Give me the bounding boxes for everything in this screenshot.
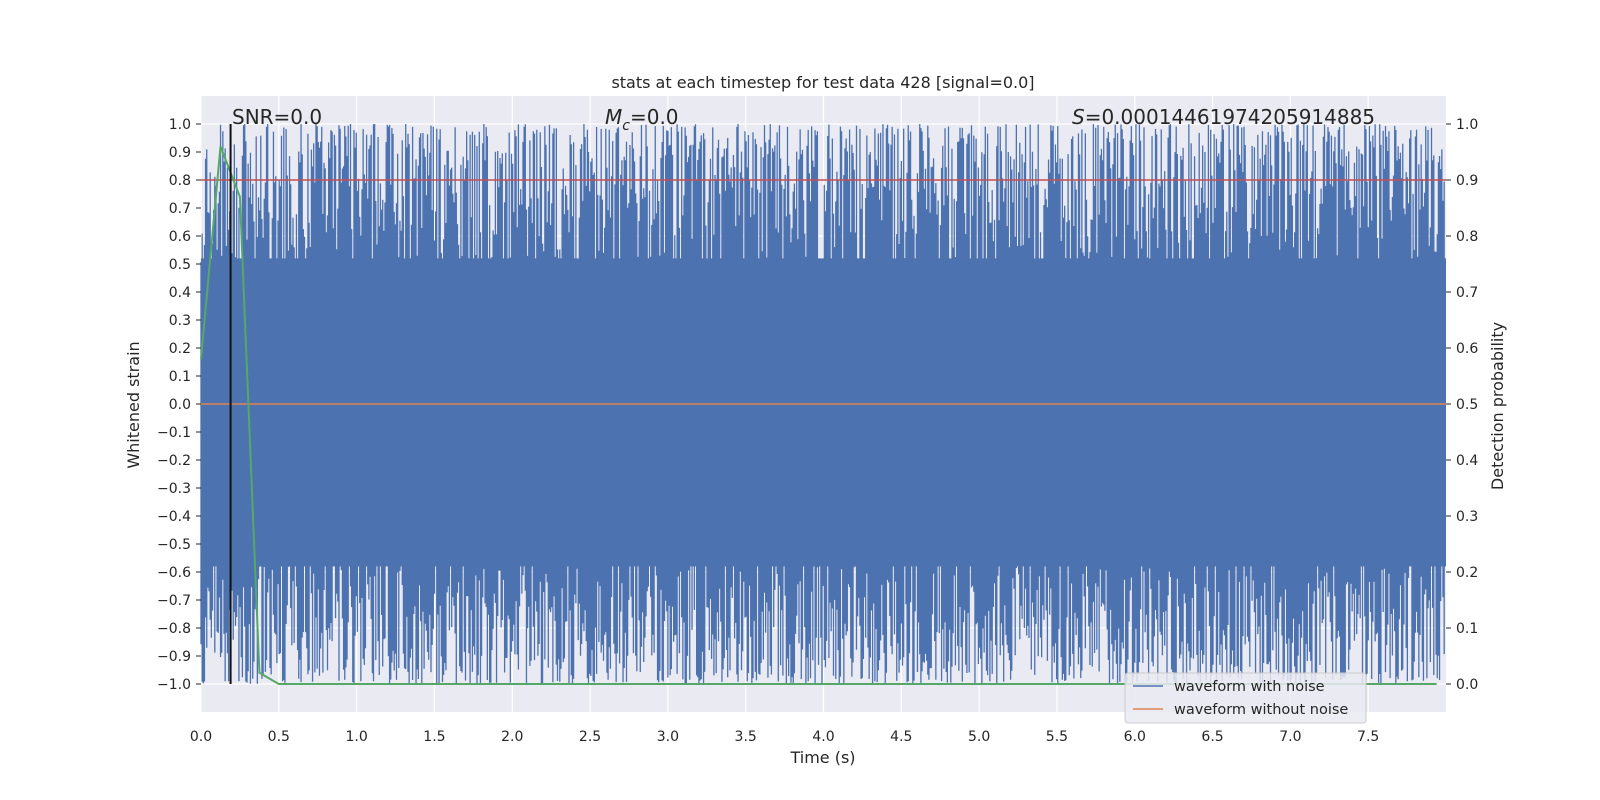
y-tick-labels: 1.0 0.9 0.8 0.7 0.6 0.5 0.4 0.3 0.2 0.1 0.0 −0.1 −0.… <box>157 117 201 693</box>
y-tick-label-13: −0.3 <box>157 481 191 497</box>
x-tick-label-1: 0.5 <box>268 729 290 745</box>
x-tick-label-7: 3.5 <box>735 729 757 745</box>
snr-annotation: SNR=0.0 <box>232 105 322 129</box>
y-tick-label-5: 0.5 <box>169 257 191 273</box>
y-tick-label-12: −0.2 <box>157 453 191 469</box>
s-annotation: S=0.00014461974205914885 <box>1072 105 1375 129</box>
y-tick-label-17: −0.7 <box>157 593 191 609</box>
legend-label-noise: waveform with noise <box>1174 679 1325 695</box>
y2-tick-label-10: 0.0 <box>1456 677 1478 693</box>
x-tick-label-12: 6.0 <box>1124 729 1146 745</box>
y-tick-label-1: 0.9 <box>169 145 191 161</box>
y2-tick-label-8: 0.2 <box>1456 565 1478 581</box>
y2-tick-label-2: 0.8 <box>1456 229 1478 245</box>
y-tick-label-4: 0.6 <box>169 229 191 245</box>
x-tick-labels: 0.0 0.5 1.0 1.5 2.0 2.5 3.0 3.5 4.0 4.5 5.0 5.5 6.0 6… <box>190 729 1379 745</box>
y2-tick-label-9: 0.1 <box>1456 621 1478 637</box>
y-tick-label-16: −0.6 <box>157 565 191 581</box>
mc-annotation: Mc=0.0 <box>605 105 679 134</box>
legend-box <box>1124 672 1367 724</box>
series-lines <box>200 124 1446 685</box>
y-axis-label: Whitened strain <box>124 341 143 468</box>
x-tick-label-14: 7.0 <box>1279 729 1301 745</box>
y-tick-label-20: −1.0 <box>157 677 191 693</box>
y-tick-label-11: −0.1 <box>157 425 191 441</box>
y2-tick-labels: 1.0 0.9 0.8 0.7 0.6 0.5 0.4 0.3 0.2 0.1 0.0 <box>1446 117 1478 693</box>
x-tick-label-13: 6.5 <box>1201 729 1223 745</box>
mc-symbol: M <box>605 105 622 129</box>
y-tick-label-18: −0.8 <box>157 621 191 637</box>
y-tick-label-15: −0.5 <box>157 537 191 553</box>
y-tick-label-19: −0.9 <box>157 649 191 665</box>
y-tick-label-2: 0.8 <box>169 173 191 189</box>
x-tick-label-0: 0.0 <box>190 729 212 745</box>
mc-value: =0.0 <box>630 105 679 129</box>
y2-tick-label-7: 0.3 <box>1456 509 1478 525</box>
legend: waveform with noise waveform without noi… <box>1124 672 1367 724</box>
series-waveform-with-noise <box>200 124 1446 684</box>
mc-subscript: c <box>622 118 630 134</box>
x-tick-label-3: 1.5 <box>423 729 445 745</box>
x-tick-label-2: 1.0 <box>345 729 367 745</box>
s-symbol: S <box>1072 105 1085 129</box>
s-value: =0.00014461974205914885 <box>1085 105 1375 129</box>
y-tick-label-0: 1.0 <box>169 117 191 133</box>
x-tick-label-11: 5.5 <box>1046 729 1068 745</box>
y2-tick-label-1: 0.9 <box>1456 173 1478 189</box>
line-detection-probability <box>200 146 1437 685</box>
y-tick-label-7: 0.3 <box>169 313 191 329</box>
y-tick-label-9: 0.1 <box>169 369 191 385</box>
y-tick-label-10: 0.0 <box>169 397 191 413</box>
x-tick-label-4: 2.0 <box>501 729 523 745</box>
noise-spikes <box>200 124 1446 684</box>
y2-tick-label-6: 0.4 <box>1456 453 1478 469</box>
y-tick-label-3: 0.7 <box>169 201 191 217</box>
legend-label-clean: waveform without noise <box>1174 702 1348 718</box>
x-tick-label-10: 5.0 <box>968 729 990 745</box>
y2-tick-label-5: 0.5 <box>1456 397 1478 413</box>
y2-axis-label: Detection probability <box>1488 322 1507 490</box>
x-tick-label-5: 2.5 <box>579 729 601 745</box>
chart-title: stats at each timestep for test data 428… <box>611 73 1034 92</box>
y-tick-label-8: 0.2 <box>169 341 191 357</box>
x-tick-label-9: 4.5 <box>890 729 912 745</box>
x-tick-label-8: 4.0 <box>812 729 834 745</box>
y2-tick-label-0: 1.0 <box>1456 117 1478 133</box>
y-tick-label-6: 0.4 <box>169 285 191 301</box>
y2-tick-label-4: 0.6 <box>1456 341 1478 357</box>
y2-tick-label-3: 0.7 <box>1456 285 1478 301</box>
y-tick-label-14: −0.4 <box>157 509 191 525</box>
x-tick-label-6: 3.0 <box>657 729 679 745</box>
x-axis-label: Time (s) <box>789 748 855 767</box>
x-tick-label-15: 7.5 <box>1357 729 1379 745</box>
